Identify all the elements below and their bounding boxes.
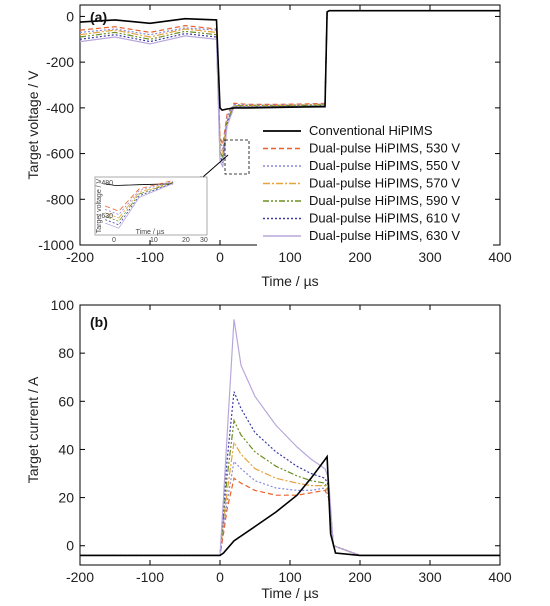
inset-xtick-2: 20 — [182, 237, 190, 244]
legend: Conventional HiPIMS Dual-pulse HiPIMS, 53… — [257, 123, 493, 250]
a-series-1 — [79, 10, 500, 147]
inset-frame — [94, 176, 208, 236]
panel-a-ticks: -200 -100 0 100 200 300 4000-200-400-600-800-1… — [38, 5, 512, 265]
panel-a: -200 -100 0 100 200 300 4000-200-400-600-800-1… — [25, 4, 512, 289]
a-ytick-label: 0 — [66, 8, 74, 24]
b-ytick-label: 100 — [51, 297, 75, 313]
inset-series — [105, 180, 174, 229]
inset-xlabel: Time / µs — [136, 229, 165, 236]
panel-b-series — [80, 319, 500, 557]
b-series-0 — [80, 454, 500, 557]
panel-b-frame — [79, 304, 501, 566]
panel-b-xlabel: Time / µs — [261, 585, 318, 601]
panel-a-label: (a) — [90, 9, 107, 25]
a-xtick-label: 100 — [278, 249, 302, 265]
a-ytick-label: -600 — [46, 146, 74, 162]
panel-a-ylabel: Target voltage / V — [25, 70, 41, 180]
b-ytick-label: 40 — [58, 441, 74, 457]
inset-series-4 — [105, 182, 174, 222]
b-ytick-label: 80 — [58, 345, 74, 361]
inset: -480 -630 0 10 20 30 Time / µs Target vo… — [94, 176, 208, 244]
b-xtick-label: -200 — [66, 569, 94, 585]
b-ytick-label: 60 — [58, 393, 74, 409]
a-xtick-label: 200 — [348, 249, 372, 265]
inset-xtick-0: 0 — [112, 237, 116, 244]
legend-label-3: Dual-pulse HiPIMS, 570 V — [309, 176, 460, 191]
inset-series-3 — [105, 181, 174, 219]
zoom-box — [224, 139, 250, 175]
b-xtick-label: -100 — [136, 569, 164, 585]
panel-b: -200 -100 0 100 200 300 400 0 20 40 60 80 100 (b) Ti… — [25, 297, 512, 601]
a-xtick-label: 300 — [418, 249, 442, 265]
inset-ytick-0: -480 — [99, 180, 113, 187]
a-series-4 — [79, 10, 500, 159]
panel-a-xlabel: Time / µs — [261, 273, 318, 289]
legend-label-4: Dual-pulse HiPIMS, 590 V — [309, 193, 460, 208]
panel-b-label: (b) — [90, 314, 108, 330]
a-xtick-label: 0 — [216, 249, 224, 265]
a-xtick-label: -200 — [66, 249, 94, 265]
inset-series-5 — [105, 182, 174, 226]
inset-xtick-1: 10 — [150, 237, 158, 244]
b-ytick-label: 20 — [58, 490, 74, 506]
inset-series-6 — [105, 183, 174, 229]
b-xtick-label: 400 — [488, 569, 512, 585]
a-ytick-label: -1000 — [38, 237, 74, 253]
legend-label-6: Dual-pulse HiPIMS, 630 V — [309, 228, 460, 243]
legend-background — [257, 123, 493, 250]
a-xtick-label: -100 — [136, 249, 164, 265]
legend-label-1: Dual-pulse HiPIMS, 530 V — [309, 141, 460, 156]
panel-a-series — [79, 9, 500, 168]
inset-ylabel: Target voltage / V — [96, 178, 103, 233]
b-ytick-label: 0 — [66, 538, 74, 554]
a-ytick-label: -800 — [46, 191, 74, 207]
b-xtick-label: 200 — [348, 569, 372, 585]
b-xtick-label: 300 — [418, 569, 442, 585]
inset-ytick-1: -630 — [99, 213, 113, 220]
legend-label-5: Dual-pulse HiPIMS, 610 V — [309, 211, 460, 226]
a-xtick-label: 400 — [488, 249, 512, 265]
b-series-2 — [80, 460, 500, 556]
a-ytick-label: -400 — [46, 100, 74, 116]
b-xtick-label: 100 — [278, 569, 302, 585]
a-series-5 — [79, 10, 500, 163]
legend-label-0: Conventional HiPIMS — [309, 123, 433, 138]
a-series-0 — [79, 9, 500, 111]
b-series-6 — [80, 319, 500, 556]
b-xtick-label: 0 — [216, 569, 224, 585]
legend-label-2: Dual-pulse HiPIMS, 550 V — [309, 158, 460, 173]
panel-b-ylabel: Target current / A — [25, 376, 41, 483]
inset-series-0 — [105, 183, 174, 186]
a-series-2 — [79, 10, 500, 152]
panel-b-ticks: -200 -100 0 100 200 300 400 0 20 40 60 80 100 — [51, 297, 512, 585]
a-ytick-label: -200 — [46, 54, 74, 70]
inset-xtick-3: 30 — [200, 237, 208, 244]
